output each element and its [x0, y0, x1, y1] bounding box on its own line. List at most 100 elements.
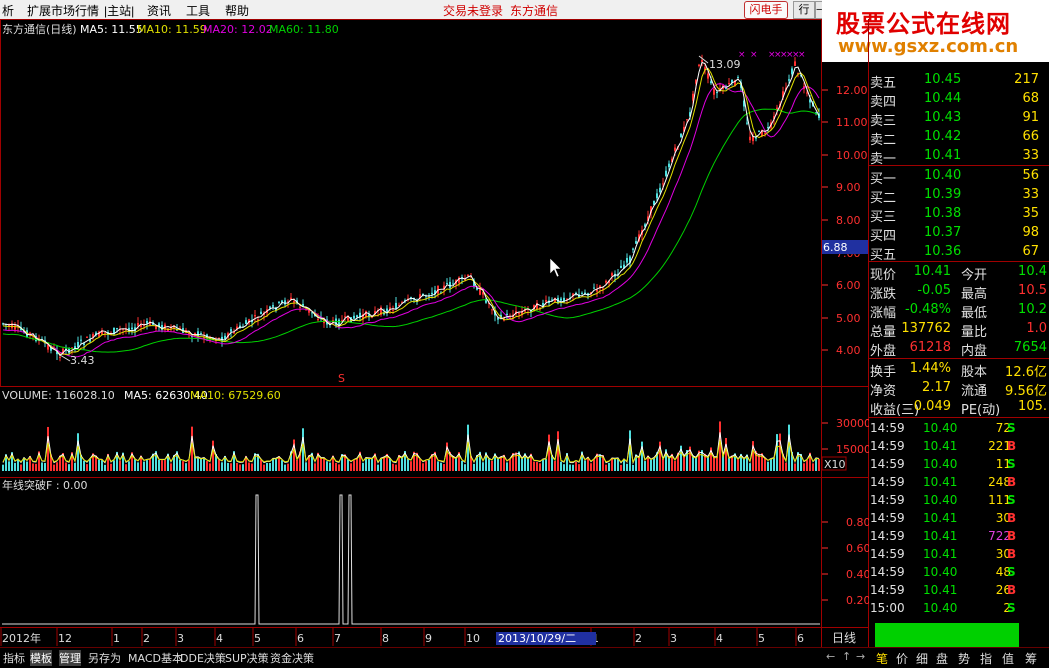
- buy-row: 买四 10.37 98: [869, 224, 1049, 244]
- tab-right-price[interactable]: 价: [896, 652, 909, 666]
- tick-time: 14:59: [870, 475, 905, 489]
- candle-body: [689, 112, 691, 117]
- candle-body: [482, 292, 484, 295]
- volume-bar: [110, 463, 112, 471]
- volume-bar: [335, 462, 337, 471]
- volume-bar: [593, 459, 595, 471]
- time-label: 2: [143, 632, 150, 645]
- tab-right-trend[interactable]: 势: [958, 652, 971, 666]
- arrow-left-icon[interactable]: ←: [826, 650, 836, 663]
- tab-fund[interactable]: 资金决策: [270, 652, 314, 665]
- candle-body: [401, 302, 403, 304]
- volume-bar: [398, 454, 400, 471]
- volume-bars: [2, 421, 820, 471]
- flash-trade-button[interactable]: 闪电手: [744, 1, 788, 19]
- tick-volume: 30: [995, 547, 1011, 561]
- tab-dde[interactable]: DDE决策: [180, 652, 226, 665]
- buy-volume: 67: [1022, 244, 1039, 259]
- menu-item-main-station[interactable]: |主站|: [104, 4, 135, 18]
- quote-label: 今开: [961, 268, 988, 283]
- login-status[interactable]: 交易未登录: [443, 4, 504, 18]
- stats-label: 收益(三): [870, 403, 920, 418]
- ma5-label: MA5: 11.55: [80, 23, 143, 36]
- volume-bar: [212, 440, 214, 471]
- candle-body: [806, 92, 808, 94]
- quote-button[interactable]: 行: [793, 1, 815, 19]
- sell-row: 卖五 10.45 217: [869, 71, 1049, 91]
- arrow-right-icon[interactable]: →: [856, 650, 866, 663]
- volume-bar: [710, 447, 712, 471]
- buy-sell-widget[interactable]: [875, 623, 1019, 648]
- menu-item-news[interactable]: 资讯: [147, 4, 172, 18]
- candle-body: [272, 305, 274, 307]
- candle-body: [668, 163, 670, 168]
- tab-sup[interactable]: SUP决策: [225, 652, 269, 665]
- volume-bar: [449, 451, 451, 471]
- volume-bar: [740, 453, 742, 471]
- menu-item-analysis[interactable]: 析: [2, 4, 15, 18]
- tab-right-value[interactable]: 值: [1002, 652, 1015, 666]
- stats-row: 换手 1.44% 股本 12.6亿: [869, 360, 1049, 380]
- tick-side: B: [1007, 547, 1017, 561]
- candle-body: [98, 331, 100, 337]
- menu-item-help[interactable]: 帮助: [225, 4, 250, 18]
- tab-manage[interactable]: 管理: [59, 650, 81, 666]
- candle-body: [47, 344, 49, 350]
- menu-item-ext-market[interactable]: 扩展市场行情: [27, 4, 100, 18]
- volume-bar: [665, 449, 667, 471]
- candle-body: [116, 328, 118, 330]
- tab-right-trade[interactable]: 笔: [876, 652, 889, 666]
- tab-indicator[interactable]: 指标: [3, 652, 25, 665]
- candle-body: [761, 130, 763, 137]
- volume-bar: [566, 453, 568, 471]
- stats-value: 2.17: [922, 380, 951, 395]
- volume-bar: [500, 456, 502, 471]
- candle-body: [356, 315, 358, 318]
- volume-bar: [707, 455, 709, 471]
- quote-label: 量比: [961, 325, 988, 340]
- volume-bar: [71, 452, 73, 471]
- candle-body: [584, 292, 586, 294]
- volume-bar: [209, 463, 211, 471]
- candle-body: [716, 92, 718, 94]
- volume-bar: [377, 464, 379, 471]
- volume-bar: [452, 455, 454, 471]
- candle-body: [233, 331, 235, 334]
- volume-bar: [812, 463, 814, 471]
- volume-bar: [152, 453, 154, 471]
- time-label: 7: [334, 632, 341, 645]
- volume-bar: [29, 456, 31, 471]
- tick-price: 10.40: [923, 565, 958, 579]
- tick-row: 14:59 10.41 221 B: [869, 438, 1049, 457]
- kline-chart-area[interactable]: 东方通信(日线) MA5: 11.55 MA10: 11.59 MA20: 12…: [0, 19, 869, 647]
- volume-bar: [626, 463, 628, 471]
- candle-body: [563, 297, 565, 302]
- price-tick-label: 6.00: [836, 279, 861, 292]
- volume-bar: [779, 433, 781, 471]
- buy-volume: 98: [1022, 225, 1039, 240]
- tick-volume: 11: [995, 457, 1011, 471]
- volume-bar: [713, 456, 715, 471]
- volume-bar: [185, 463, 187, 471]
- period-label[interactable]: 日线: [832, 631, 856, 645]
- candle-body: [458, 277, 460, 283]
- menu-item-tools[interactable]: 工具: [186, 4, 211, 18]
- time-label: 2012年: [2, 631, 41, 645]
- tab-right-detail[interactable]: 细: [916, 652, 929, 666]
- buy-row: 买五 10.36 67: [869, 243, 1049, 263]
- arrow-up-icon[interactable]: ↑: [842, 650, 852, 663]
- volume-bar: [734, 453, 736, 471]
- volume-bar: [806, 460, 808, 471]
- volume-bar: [20, 464, 22, 471]
- tab-right-chips[interactable]: 筹: [1025, 652, 1038, 666]
- candle-body: [596, 289, 598, 292]
- tab-right-index[interactable]: 指: [980, 652, 993, 666]
- tab-template[interactable]: 模板: [30, 650, 52, 666]
- cursor-price-box: [822, 240, 868, 254]
- candle-body: [362, 314, 364, 320]
- tab-save-as[interactable]: 另存为: [88, 652, 121, 665]
- stats-label: 流通: [961, 384, 988, 399]
- tab-macd[interactable]: MACD基本: [128, 652, 183, 665]
- candle-body: [281, 300, 283, 303]
- tab-right-depth[interactable]: 盘: [936, 652, 949, 666]
